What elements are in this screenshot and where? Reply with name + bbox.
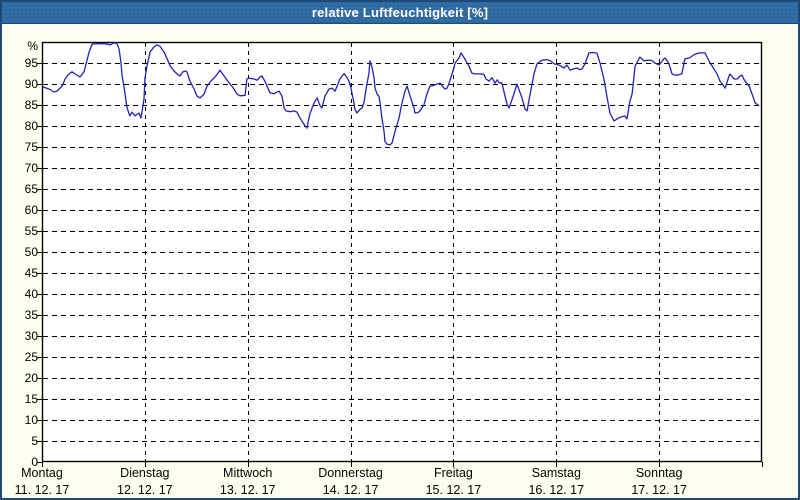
x-date-label: 14. 12. 17 bbox=[322, 483, 379, 497]
x-day-label: Mittwoch bbox=[223, 466, 273, 480]
y-tick-label: 95 bbox=[24, 56, 38, 70]
humidity-chart: 0 5 10 15 20 25 30 35 40 45 50 55 60 65 70 75 80 85 90 95% M… bbox=[2, 23, 798, 498]
y-tick-label: 75 bbox=[24, 140, 38, 154]
x-day-label: Montag bbox=[21, 466, 63, 480]
y-tick-label: 35 bbox=[24, 308, 38, 322]
y-tick-label: 65 bbox=[24, 182, 38, 196]
y-tick-label: 45 bbox=[24, 266, 38, 280]
y-tick-label: 50 bbox=[24, 245, 38, 259]
y-tick-label: 5 bbox=[31, 434, 38, 448]
y-tick-label: 15 bbox=[24, 392, 38, 406]
chart-title: relative Luftfeuchtigkeit [%] bbox=[311, 5, 489, 20]
title-bar: relative Luftfeuchtigkeit [%] bbox=[2, 2, 798, 24]
x-day-label: Donnerstag bbox=[318, 466, 383, 480]
x-day-label: Sonntag bbox=[635, 466, 683, 480]
y-tick-label: 55 bbox=[24, 224, 38, 238]
y-tick-label: 10 bbox=[24, 413, 38, 427]
plot-canvas bbox=[37, 41, 763, 467]
y-axis-unit-label: % bbox=[27, 39, 38, 53]
y-tick-label: 20 bbox=[24, 371, 38, 385]
x-date-label: 17. 12. 17 bbox=[631, 483, 687, 497]
x-date-label: 11. 12. 17 bbox=[14, 483, 70, 497]
humidity-line bbox=[42, 42, 760, 146]
y-tick-label: 30 bbox=[24, 329, 38, 343]
y-tick-label: 60 bbox=[24, 203, 38, 217]
x-date-label: 15. 12. 17 bbox=[425, 483, 482, 497]
y-tick-label: 90 bbox=[24, 77, 38, 91]
x-day-label: Samstag bbox=[531, 466, 581, 480]
y-tick-label: 85 bbox=[24, 98, 38, 112]
y-tick-label: 25 bbox=[24, 350, 38, 364]
x-day-label: Freitag bbox=[433, 466, 473, 480]
y-tick-label: 80 bbox=[24, 119, 38, 133]
x-date-label: 16. 12. 17 bbox=[528, 483, 585, 497]
x-date-label: 13. 12. 17 bbox=[219, 483, 276, 497]
plot-border bbox=[41, 41, 763, 463]
x-date-label: 12. 12. 17 bbox=[117, 483, 173, 497]
x-day-label: Dienstag bbox=[120, 466, 170, 480]
y-tick-label: 0 bbox=[31, 455, 38, 469]
y-tick-label: 70 bbox=[24, 161, 38, 175]
y-tick-label: 40 bbox=[24, 287, 38, 301]
